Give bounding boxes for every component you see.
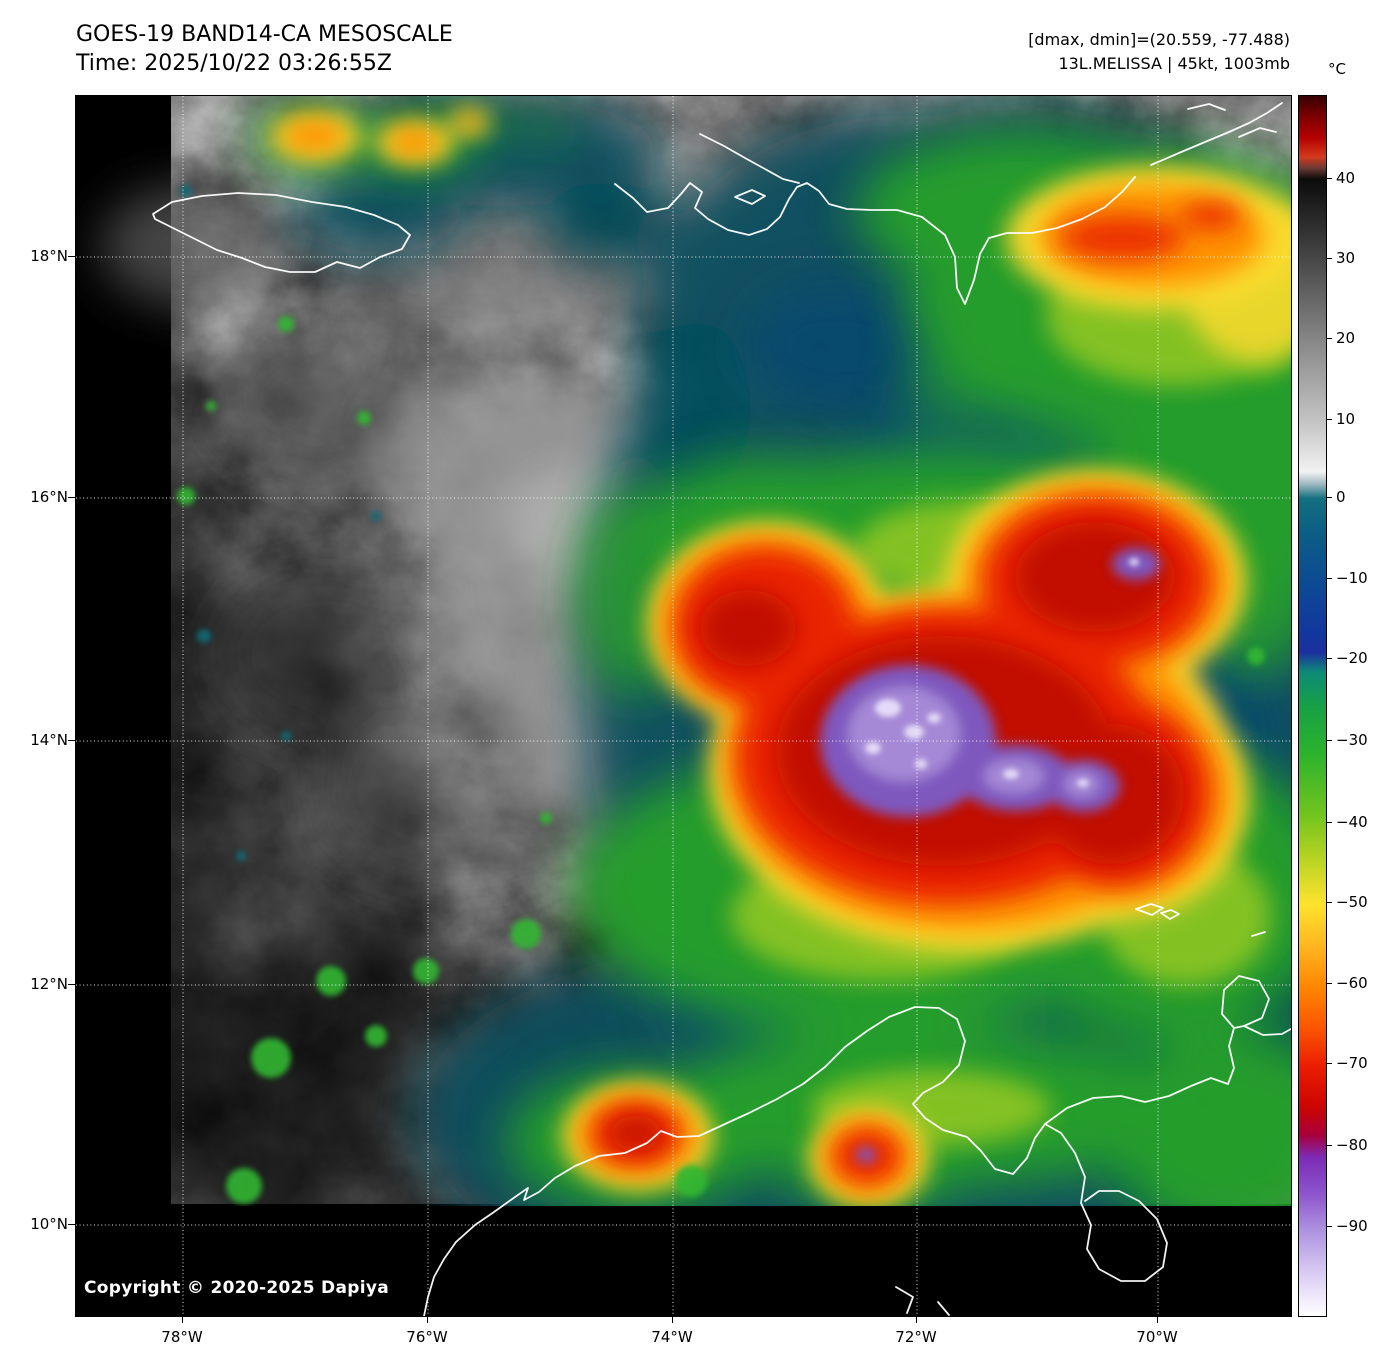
lat-label-10n: 10°N [30,1215,68,1233]
lon-label-76w: 76°W [406,1328,448,1346]
colorbar-tick [1326,1063,1332,1064]
lon-tick [672,1316,673,1323]
lon-label-74w: 74°W [651,1328,693,1346]
coldest-white-specks-layer [865,558,1139,787]
colorbar-tick [1326,740,1332,741]
coastline-paraguana [1221,975,1270,1029]
lon-tick [1157,1316,1158,1323]
colorbar-tick-label: 10 [1336,410,1356,428]
coastline-colombia-tail [423,1241,457,1316]
colorbar-tick-label: −50 [1336,893,1368,911]
colorbar-tick-label: 0 [1336,488,1346,506]
coastline-gonave-island [734,189,766,205]
lat-label-18n: 18°N [30,247,68,265]
lat-tick [68,984,75,985]
colorbar-tick-label: −70 [1336,1054,1368,1072]
lat-tick [68,740,75,741]
colorbar-tick-label: −60 [1336,974,1368,992]
lon-label-70w: 70°W [1136,1328,1178,1346]
dmax-dmin-readout: [dmax, dmin]=(20.559, -77.488) [1028,30,1290,49]
lon-tick [427,1316,428,1323]
colorbar-tick [1326,1226,1332,1227]
coastline-south-america-west [455,1006,1046,1243]
coastline-venezuela-east [1243,1025,1291,1036]
lon-label-78w: 78°W [161,1328,203,1346]
colorbar-tick-label: 30 [1336,249,1356,267]
coastline-abc-islands [1135,903,1266,937]
coastline-venezuela [1044,1027,1235,1125]
colorbar-tick-label: 20 [1336,329,1356,347]
colorbar-tick [1326,338,1332,339]
coastline-lake-maracaibo [1044,1123,1168,1282]
scattered-specks-layer [177,185,1265,1204]
lat-tick [68,497,75,498]
coastline-hispaniola-northeast [1150,102,1283,166]
scan-edge-mask [76,1206,1291,1316]
colorbar-tick [1326,578,1332,579]
colorbar-tick [1326,983,1332,984]
figure-title: GOES-19 BAND14-CA MESOSCALE [76,22,453,47]
lon-label-72w: 72°W [895,1328,937,1346]
colorbar-unit-label: °C [1328,60,1346,78]
graticule-layer [76,96,1291,1316]
lat-tick [68,256,75,257]
colorbar-tick-label: 40 [1336,169,1356,187]
colorbar-tick [1326,258,1332,259]
copyright-notice: Copyright © 2020-2025 Dapiya [84,1278,389,1298]
coastlines-layer [152,102,1291,1316]
colorbar-tick-label: −10 [1336,569,1368,587]
coastline-small-islands-ne [1187,103,1277,138]
colorbar-tick [1326,178,1332,179]
coastline-hispaniola-south [614,176,1136,305]
figure-timestamp: Time: 2025/10/22 03:26:55Z [76,51,392,76]
lat-label-12n: 12°N [30,975,68,993]
satellite-map: Copyright © 2020-2025 Dapiya [75,95,1292,1317]
colorbar-tick [1326,1145,1332,1146]
colorbar-tick [1326,902,1332,903]
colorbar-tick-label: −30 [1336,731,1368,749]
colorbar-tick-label: −90 [1336,1217,1368,1235]
colorbar-tick [1326,822,1332,823]
colorbar-tick [1326,497,1332,498]
coastline-haiti-north-claw [699,133,800,184]
colorbar-tick [1326,419,1332,420]
colorbar-tick-label: −40 [1336,813,1368,831]
lon-tick [916,1316,917,1323]
lat-label-14n: 14°N [30,731,68,749]
temperature-colorbar [1298,95,1327,1317]
lon-tick [182,1316,183,1323]
colorbar-tick-label: −20 [1336,649,1368,667]
colorbar-tick [1326,658,1332,659]
colorbar-tick-label: −80 [1336,1136,1368,1154]
satellite-image [76,96,1291,1316]
lat-label-16n: 16°N [30,488,68,506]
lat-tick [68,1224,75,1225]
coastline-bottom-fragments [895,1286,950,1316]
storm-info-readout: 13L.MELISSA | 45kt, 1003mb [1058,54,1290,73]
coastline-jamaica [152,192,411,273]
